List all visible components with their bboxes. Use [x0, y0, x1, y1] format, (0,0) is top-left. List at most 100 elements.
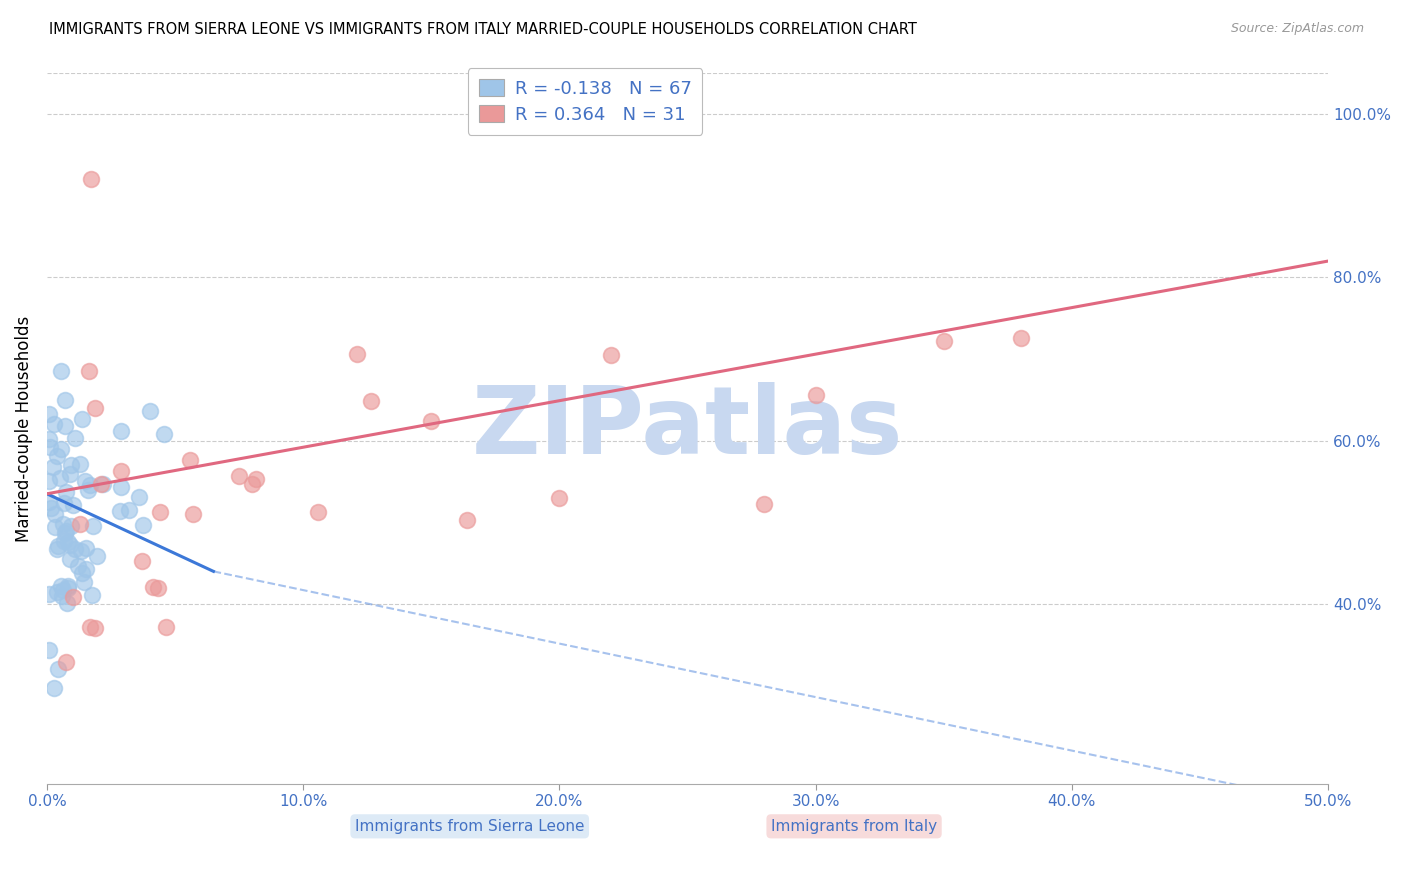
Point [245, 472, 267, 486]
Point [69, 457, 91, 471]
Point [932, 334, 955, 349]
Y-axis label: Married-couple Households: Married-couple Households [15, 316, 32, 541]
Point [240, 476, 263, 491]
Point [146, 581, 169, 595]
Point [75, 541, 97, 555]
Point [110, 480, 132, 494]
Point [90, 476, 112, 491]
Point [56, 535, 79, 549]
Point [66, 558, 89, 573]
Point [155, 620, 177, 634]
Point [38, 587, 60, 601]
Point [108, 504, 131, 518]
Point [53, 534, 76, 549]
Point [51, 364, 73, 378]
Text: Immigrants from Italy: Immigrants from Italy [770, 819, 938, 834]
Point [49, 470, 72, 484]
Point [547, 491, 569, 505]
Point [55, 485, 77, 500]
Point [42, 460, 65, 475]
Point [75, 561, 97, 575]
Point [80, 172, 103, 186]
Point [139, 404, 162, 418]
Point [84, 401, 107, 415]
Text: IMMIGRANTS FROM SIERRA LEONE VS IMMIGRANTS FROM ITALY MARRIED-COUPLE HOUSEHOLDS : IMMIGRANTS FROM SIERRA LEONE VS IMMIGRAN… [49, 22, 917, 37]
Point [83, 621, 105, 635]
Point [82, 518, 104, 533]
Text: Immigrants from Sierra Leone: Immigrants from Sierra Leone [354, 819, 585, 834]
Point [148, 505, 170, 519]
Point [70, 412, 93, 426]
Legend: R = -0.138   N = 67, R = 0.364   N = 31: R = -0.138 N = 67, R = 0.364 N = 31 [468, 68, 703, 135]
Point [79, 620, 101, 634]
Point [52, 496, 75, 510]
Point [1010, 331, 1032, 345]
Point [131, 554, 153, 568]
Point [142, 580, 165, 594]
Point [181, 507, 204, 521]
Point [44, 507, 66, 521]
Point [38, 642, 60, 657]
Point [77, 364, 100, 378]
Point [62, 591, 84, 605]
Point [45, 585, 67, 599]
Point [46, 539, 69, 553]
Point [456, 513, 478, 527]
Point [38, 440, 60, 454]
Point [228, 469, 250, 483]
Point [70, 566, 93, 580]
Point [55, 656, 77, 670]
Point [56, 596, 79, 610]
Point [179, 452, 201, 467]
Point [346, 347, 368, 361]
Point [51, 589, 73, 603]
Point [53, 526, 76, 541]
Point [38, 495, 60, 509]
Point [118, 503, 141, 517]
Point [55, 392, 77, 407]
Point [63, 542, 86, 557]
Point [44, 520, 66, 534]
Point [44, 681, 66, 695]
Point [60, 458, 83, 472]
Point [55, 524, 77, 538]
Point [52, 516, 75, 531]
Point [131, 518, 153, 533]
Point [77, 483, 100, 497]
Point [49, 579, 72, 593]
Point [70, 544, 93, 558]
Point [59, 519, 82, 533]
Point [48, 662, 70, 676]
Point [59, 552, 82, 566]
Point [62, 498, 84, 512]
Point [58, 581, 80, 595]
Point [307, 504, 329, 518]
Point [45, 541, 67, 556]
Point [110, 464, 132, 478]
Point [46, 449, 69, 463]
Point [754, 497, 776, 511]
Point [360, 394, 382, 409]
Point [38, 407, 60, 421]
Point [72, 575, 94, 590]
Point [86, 549, 108, 563]
Point [49, 442, 72, 456]
Point [128, 490, 150, 504]
Point [39, 500, 62, 515]
Point [38, 432, 60, 446]
Point [73, 475, 96, 489]
Point [69, 517, 91, 532]
Point [420, 414, 443, 428]
Point [804, 387, 827, 401]
Point [63, 431, 86, 445]
Point [153, 427, 176, 442]
Point [52, 582, 75, 597]
Point [38, 475, 60, 489]
Point [80, 588, 103, 602]
Point [110, 424, 132, 438]
Point [42, 417, 65, 431]
Point [58, 579, 80, 593]
Point [79, 478, 101, 492]
Point [91, 476, 114, 491]
Point [599, 348, 621, 362]
